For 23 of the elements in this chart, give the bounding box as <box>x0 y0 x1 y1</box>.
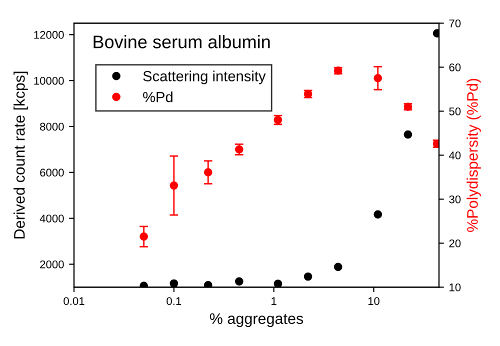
y2-tick-label: 70 <box>449 19 461 28</box>
y2-tick-label: 10 <box>450 283 461 292</box>
legend-label: %Pd <box>143 92 172 102</box>
y2-tick-label: 20 <box>449 239 461 248</box>
x-tick-label: 0.01 <box>64 297 84 306</box>
x-tick-label: 10 <box>368 297 380 306</box>
y-axis-title: Derived count rate [kcps] <box>14 72 28 238</box>
x-tick-label: 0.1 <box>166 297 182 306</box>
y2-tick-label: 50 <box>449 107 461 116</box>
x-axis-title: % aggregates <box>210 313 304 328</box>
y-tick-label: 12000 <box>34 30 64 39</box>
y-tick-label: 2000 <box>40 260 64 268</box>
y-tick-label: 10000 <box>34 76 64 85</box>
text: Bovine serum albumin <box>94 35 270 48</box>
y2-tick-label: 60 <box>449 63 461 72</box>
x-tick-label: 1 <box>272 297 276 305</box>
y-tick-label: 6000 <box>40 168 64 177</box>
y2-tick-label: 40 <box>448 151 461 160</box>
y-tick-label: 4000 <box>40 214 64 222</box>
legend-label: Scattering intensity <box>143 70 266 84</box>
y2-axis-title: %Polydispersity (%Pd) <box>466 78 481 232</box>
y-tick-label: 8000 <box>40 122 64 131</box>
y2-tick-label: 30 <box>449 195 461 204</box>
